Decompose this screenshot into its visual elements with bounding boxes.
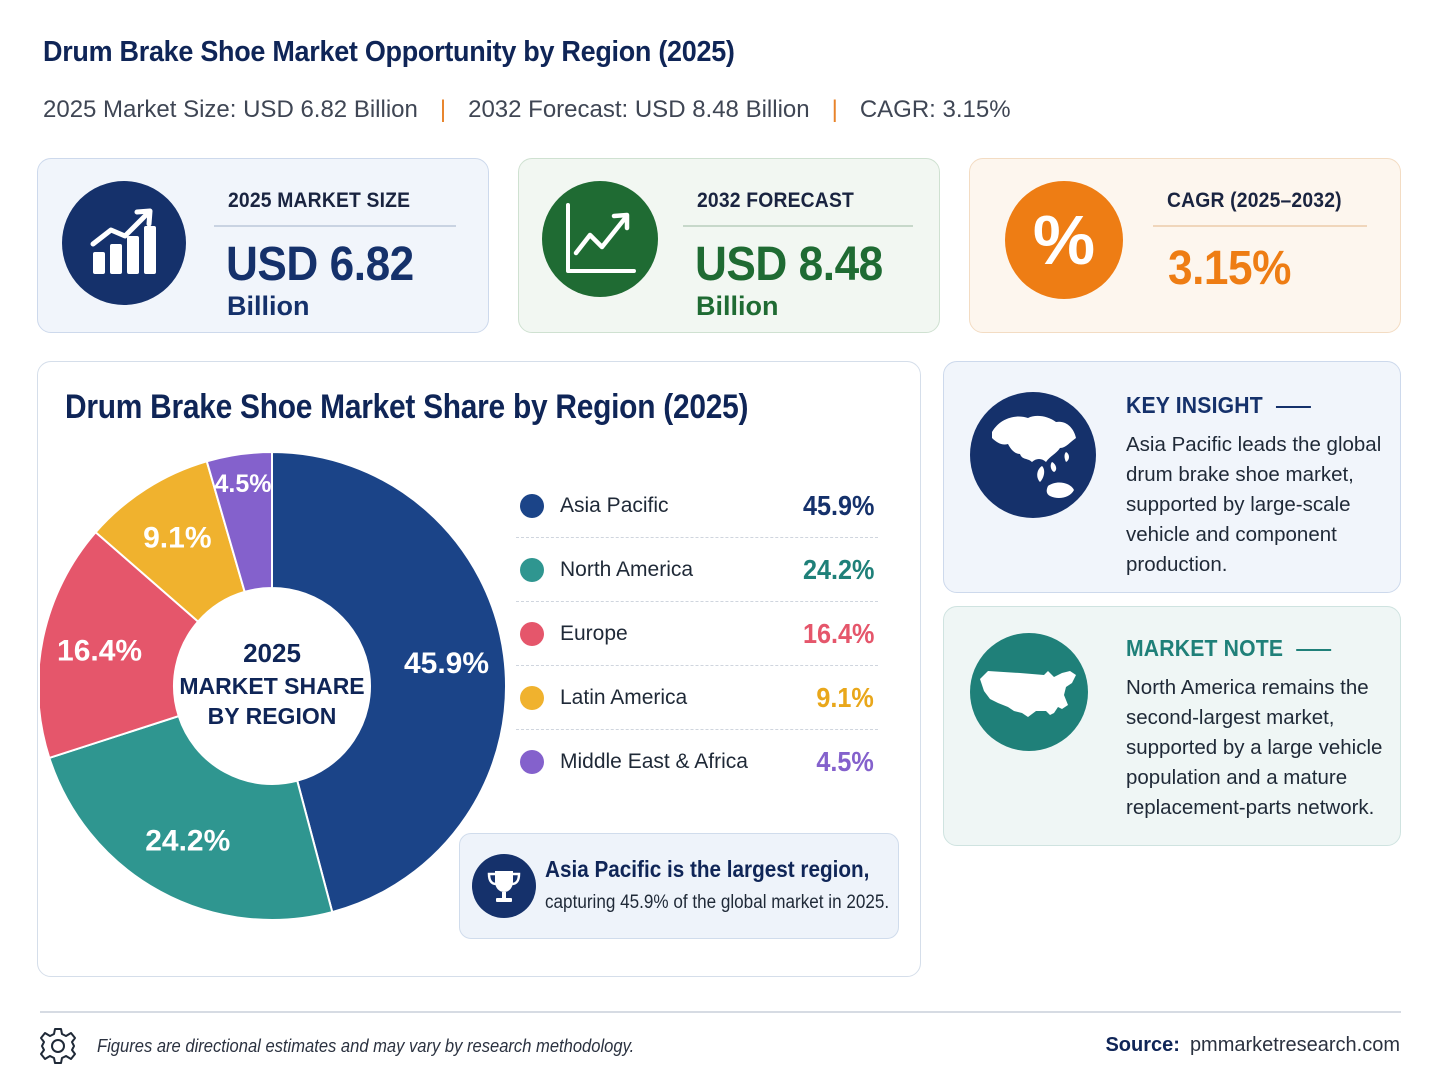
bar-chart-growth-icon — [62, 181, 186, 305]
source-label: Source: — [1105, 1034, 1180, 1056]
legend-value: 9.1% — [816, 682, 874, 713]
legend-item-asia-pacific: Asia Pacific 45.9% — [516, 474, 878, 538]
key-insight-text: Asia Pacific leads the global drum brake… — [1126, 433, 1382, 576]
footer-divider — [40, 1011, 1401, 1013]
slice-label-latin-america: 9.1% — [143, 522, 211, 555]
largest-region-callout: Asia Pacific is the largest region, capt… — [459, 833, 899, 939]
chart-legend: Asia Pacific 45.9% North America 24.2% Europ… — [516, 474, 878, 794]
market-note-heading: MARKET NOTE — [1126, 635, 1332, 662]
donut-center-label: MARKET SHARE — [179, 673, 364, 699]
globe-asia-icon — [970, 392, 1096, 518]
legend-label: Latin America — [560, 686, 688, 709]
kpi-label: 2032 FORECAST — [697, 189, 855, 212]
summary-cagr: CAGR: 3.15% — [859, 96, 1011, 123]
source-value: pmmarketresearch.com — [1189, 1034, 1400, 1056]
legend-swatch — [520, 558, 544, 582]
page-title: Drum Brake Shoe Market Opportunity by Re… — [43, 36, 735, 68]
legend-swatch — [520, 622, 544, 646]
slice-label-europe: 16.4% — [57, 635, 142, 668]
slice-label-middle-east-africa: 4.5% — [215, 470, 272, 498]
legend-value: 24.2% — [802, 554, 874, 585]
kpi-unit: Billion — [696, 291, 779, 321]
legend-swatch — [520, 686, 544, 710]
market-note-card: MARKET NOTE North America remains the se… — [943, 606, 1401, 846]
summary-market-size: 2025 Market Size: USD 6.82 Billion — [43, 96, 418, 123]
chart-title: Drum Brake Shoe Market Share by Region (… — [65, 388, 749, 426]
percent-icon: % — [1005, 181, 1123, 299]
callout-headline: Asia Pacific is the largest region, — [545, 856, 870, 882]
legend-label: Europe — [560, 622, 628, 645]
key-insight-heading: KEY INSIGHT — [1126, 392, 1311, 419]
legend-item-middle-east-africa: Middle East & Africa 4.5% — [516, 730, 878, 794]
donut-hole — [174, 588, 370, 784]
legend-label: Asia Pacific — [560, 494, 669, 517]
legend-item-latin-america: Latin America 9.1% — [516, 666, 878, 730]
kpi-value: USD 6.82 — [226, 238, 414, 291]
footer-disclaimer: Figures are directional estimates and ma… — [97, 1036, 635, 1056]
legend-label: North America — [560, 558, 694, 581]
summary-forecast: 2032 Forecast: USD 8.48 Billion — [468, 96, 810, 123]
summary-line: 2025 Market Size: USD 6.82 Billion | 2032 … — [43, 96, 1011, 124]
kpi-label: 2025 MARKET SIZE — [228, 189, 411, 212]
legend-swatch — [520, 494, 544, 518]
kpi-value: USD 8.48 — [695, 238, 883, 291]
legend-label: Middle East & Africa — [560, 750, 748, 773]
footer-source: Source: pmmarketresearch.com — [1105, 1034, 1400, 1057]
kpi-value: 3.15% — [1168, 242, 1291, 295]
separator: | — [439, 96, 447, 123]
trophy-icon — [472, 854, 536, 918]
kpi-card-forecast: 2032 FORECAST USD 8.48 Billion — [518, 158, 940, 333]
gear-icon — [40, 1028, 76, 1064]
slice-label-asia-pacific: 45.9% — [404, 647, 489, 680]
legend-item-europe: Europe 16.4% — [516, 602, 878, 666]
kpi-card-cagr: % CAGR (2025–2032) 3.15% — [969, 158, 1401, 333]
kpi-unit: Billion — [227, 291, 310, 321]
slice-label-north-america: 24.2% — [145, 825, 230, 858]
kpi-card-market-size: 2025 MARKET SIZE USD 6.82 Billion — [37, 158, 489, 333]
key-insight-card: KEY INSIGHT Asia Pacific leads the globa… — [943, 361, 1401, 593]
usa-map-icon — [970, 633, 1088, 751]
callout-text: capturing 45.9% of the global market in … — [545, 892, 890, 913]
donut-chart: 45.9% 24.2% 16.4% 9.1%4.5% 2025 MARKET SHARE B… — [40, 450, 507, 921]
divider — [683, 225, 913, 227]
donut-center-label: 2025 — [243, 638, 301, 668]
legend-value: 4.5% — [816, 746, 874, 777]
line-chart-growth-icon — [542, 181, 658, 297]
legend-value: 45.9% — [802, 490, 874, 521]
separator: | — [831, 96, 838, 123]
donut-center-label: BY REGION — [208, 703, 337, 729]
kpi-label: CAGR (2025–2032) — [1167, 189, 1342, 212]
legend-swatch — [520, 750, 544, 774]
legend-item-north-america: North America 24.2% — [516, 538, 878, 602]
legend-value: 16.4% — [802, 618, 874, 649]
divider — [214, 225, 456, 227]
market-note-text: North America remains the second-largest… — [1126, 676, 1383, 819]
divider — [1153, 225, 1367, 227]
